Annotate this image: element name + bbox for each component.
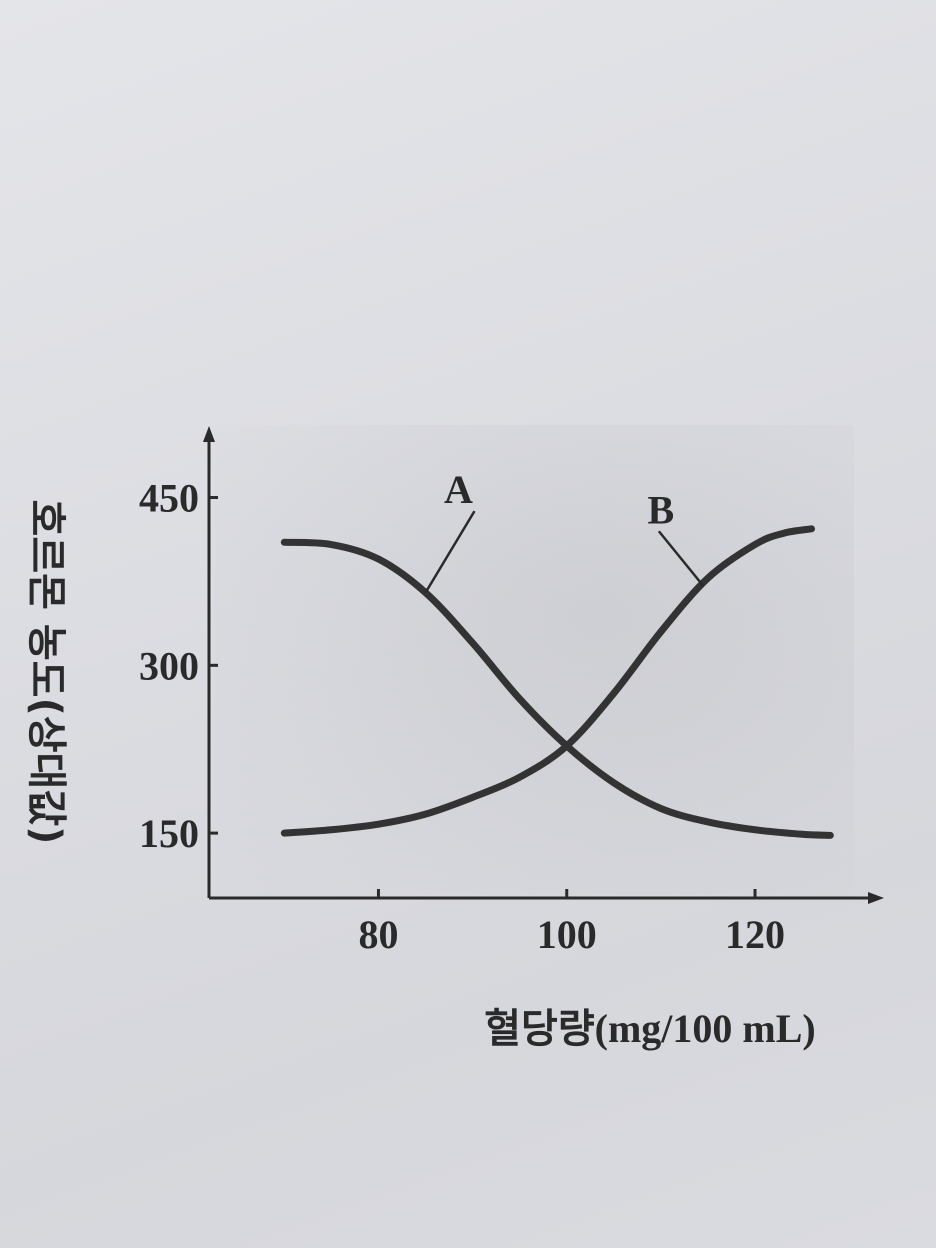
series-line-a <box>280 538 834 839</box>
x-tick-label: 100 <box>537 912 597 957</box>
y-tick-label: 450 <box>139 476 199 521</box>
series-leader-a <box>424 510 476 594</box>
y-tick-label: 300 <box>139 643 199 688</box>
x-tick-label: 120 <box>725 912 785 957</box>
y-axis-arrowhead <box>203 426 215 442</box>
y-tick-label: 150 <box>139 811 199 856</box>
y-axis-title: 호르몬 농도(상대값) <box>23 499 69 845</box>
x-tick-label: 80 <box>358 912 398 957</box>
x-axis-title: 혈당량(mg/100 mL) <box>484 1006 816 1051</box>
series-line-b <box>280 525 816 837</box>
plot-area-shading <box>214 425 854 895</box>
series-label-b: B <box>648 487 675 532</box>
x-axis-arrowhead <box>868 892 884 904</box>
series-leader-b <box>657 530 705 587</box>
series-label-a: A <box>444 467 473 512</box>
